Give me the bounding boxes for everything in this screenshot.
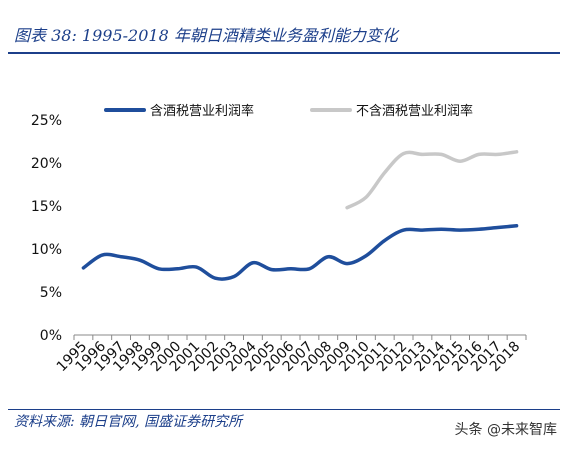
- title-rule: [8, 52, 560, 54]
- series-line-without-tax: [345, 150, 519, 210]
- y-tick-label: 20%: [31, 156, 62, 172]
- y-tick-label: 0%: [40, 328, 62, 344]
- y-tick-label: 15%: [31, 199, 62, 215]
- x-axis: [73, 334, 527, 340]
- figure-title: 图表 38: 1995-2018 年朝日酒精类业务盈利能力变化: [14, 26, 398, 45]
- y-tick-label: 25%: [31, 113, 62, 129]
- y-axis-ticks: 0% 5% 10% 15% 20% 25%: [31, 113, 62, 344]
- watermark: 头条 @未来智库: [454, 422, 557, 438]
- legend-label: 含酒税营业利润率: [150, 103, 254, 119]
- source-rule: [8, 409, 560, 410]
- legend-label: 不含酒税营业利润率: [356, 103, 473, 119]
- y-tick-label: 10%: [31, 242, 62, 258]
- x-axis-ticks: 1995199619971998199920002001200220032004…: [54, 338, 524, 375]
- y-tick-label: 5%: [40, 285, 62, 301]
- series-layer: [81, 150, 519, 281]
- source-note: 资料来源: 朝日官网, 国盛证券研究所: [14, 414, 243, 430]
- legend: 含酒税营业利润率 不含酒税营业利润率: [104, 103, 473, 119]
- series-line-with-tax: [81, 224, 519, 281]
